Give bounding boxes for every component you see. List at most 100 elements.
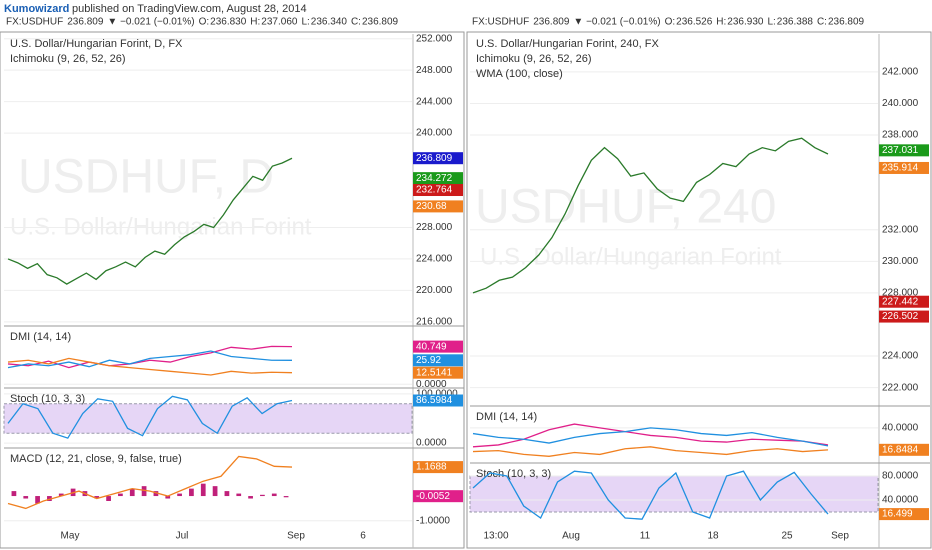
x-tick-label: 13:00 xyxy=(483,531,508,542)
histogram-bar xyxy=(189,488,194,497)
histogram-bar xyxy=(153,491,159,497)
x-tick-label: 6 xyxy=(360,531,366,542)
price-badge-label: 40.749 xyxy=(416,341,447,352)
ticker-item: FX:USDHUF xyxy=(472,17,529,28)
price-badge xyxy=(413,172,463,185)
y-tick-label: 228.000 xyxy=(882,288,919,299)
x-tick-label: 11 xyxy=(640,531,651,542)
watermark: U.S. Dollar/Hungarian Forint xyxy=(480,243,782,270)
histogram-bar xyxy=(129,488,135,497)
price-badge-label: 1.1688 xyxy=(416,462,447,473)
y-tick-label: 224.000 xyxy=(416,254,453,265)
series-line xyxy=(472,427,829,447)
series-line xyxy=(472,446,829,457)
ticker-item: H: xyxy=(250,17,260,28)
price-badge xyxy=(413,340,463,353)
pane-title: DMI (14, 14) xyxy=(10,331,71,343)
y-tick-label: 220.000 xyxy=(416,285,453,296)
ticker-item: 236.340 xyxy=(311,17,348,28)
price-badge xyxy=(879,144,929,157)
pane-title: DMI (14, 14) xyxy=(476,411,537,423)
ticker-item: 236.809 xyxy=(67,17,104,28)
histogram-bar xyxy=(165,496,171,499)
pane-title: Ichimoku (9, 26, 52, 26) xyxy=(10,53,126,65)
x-tick-label: Sep xyxy=(831,531,849,542)
watermark: USDHUF, 240 xyxy=(475,181,776,234)
watermark: USDHUF, D xyxy=(18,151,274,204)
x-tick-label: Sep xyxy=(287,531,305,542)
left-frame xyxy=(0,31,465,549)
price-badge xyxy=(879,310,929,323)
histogram-bar xyxy=(94,496,100,499)
histogram-bar xyxy=(212,486,218,497)
price-badge xyxy=(413,152,463,165)
x-tick-label: Jul xyxy=(176,531,189,542)
y-tick-label: 228.000 xyxy=(416,222,453,233)
price-badge xyxy=(879,161,929,174)
y-tick-label: 232.000 xyxy=(882,224,919,235)
y-tick-label: 40.0000 xyxy=(882,423,919,434)
price-badge-label: 230.68 xyxy=(416,201,447,212)
price-badge xyxy=(413,394,463,407)
price-badge xyxy=(413,200,463,213)
y-tick-label: 240.000 xyxy=(416,128,453,139)
author[interactable]: Kumowizard xyxy=(4,3,69,15)
ticker-item: C: xyxy=(817,17,827,28)
price-badge-label: 25.92 xyxy=(416,355,441,366)
y-tick-label: 222.000 xyxy=(882,382,919,393)
pane-title: U.S. Dollar/Hungarian Forint, 240, FX xyxy=(476,38,659,50)
pane-title: U.S. Dollar/Hungarian Forint, D, FX xyxy=(10,38,183,50)
ticker-item: L: xyxy=(767,17,775,28)
y-tick-label: 242.000 xyxy=(882,67,919,78)
price-badge xyxy=(879,443,929,456)
series-line xyxy=(7,157,293,285)
series-line xyxy=(7,345,293,369)
y-tick-label: 216.000 xyxy=(416,316,453,327)
x-tick-label: 25 xyxy=(781,531,793,542)
series-line xyxy=(7,350,293,369)
right-frame xyxy=(466,31,932,549)
histogram-bar xyxy=(58,493,64,497)
pane-title: MACD (12, 21, close, 9, false, true) xyxy=(10,453,182,465)
y-tick-label: -1.0000 xyxy=(416,515,450,526)
stoch-band xyxy=(3,403,413,434)
ticker-item: 236.809 xyxy=(362,17,399,28)
histogram-bar xyxy=(236,493,242,497)
price-badge-label: -0.0052 xyxy=(416,491,450,502)
ticker-item: H: xyxy=(716,17,726,28)
histogram-bar xyxy=(283,496,289,498)
stoch-band xyxy=(469,475,879,513)
series-line xyxy=(472,423,829,448)
price-badge-label: 236.809 xyxy=(416,153,453,164)
x-tick-label: Aug xyxy=(562,531,580,542)
pane-title: WMA (100, close) xyxy=(476,68,563,80)
y-tick-label: 40.0000 xyxy=(882,495,919,506)
ticker-item: 236.388 xyxy=(777,17,814,28)
histogram-bar xyxy=(224,491,230,497)
ticker-item: 236.830 xyxy=(210,17,247,28)
ticker-item: O: xyxy=(665,17,676,28)
price-badge xyxy=(413,354,463,367)
histogram-bar xyxy=(11,491,17,497)
ticker-item: L: xyxy=(301,17,309,28)
price-badge-label: 227.442 xyxy=(882,296,919,307)
histogram-bar xyxy=(47,496,52,501)
price-badge-label: 12.5141 xyxy=(416,367,453,378)
ticker-item: 236.809 xyxy=(533,17,570,28)
histogram-bar xyxy=(106,496,111,501)
histogram-bar xyxy=(260,494,265,497)
ticker-item: FX:USDHUF xyxy=(6,17,63,28)
price-badge xyxy=(879,295,929,308)
ticker-item: 236.930 xyxy=(727,17,764,28)
price-badge-label: 86.5984 xyxy=(416,395,453,406)
histogram-bar xyxy=(200,483,206,497)
histogram-bar xyxy=(118,493,123,497)
price-badge xyxy=(879,508,929,521)
watermark: U.S. Dollar/Hungarian Forint xyxy=(10,213,312,240)
y-tick-label: 80.0000 xyxy=(882,471,919,482)
pane-title: Stoch (10, 3, 3) xyxy=(10,393,85,405)
histogram-bar xyxy=(141,486,147,497)
price-badge-label: 234.272 xyxy=(416,173,453,184)
